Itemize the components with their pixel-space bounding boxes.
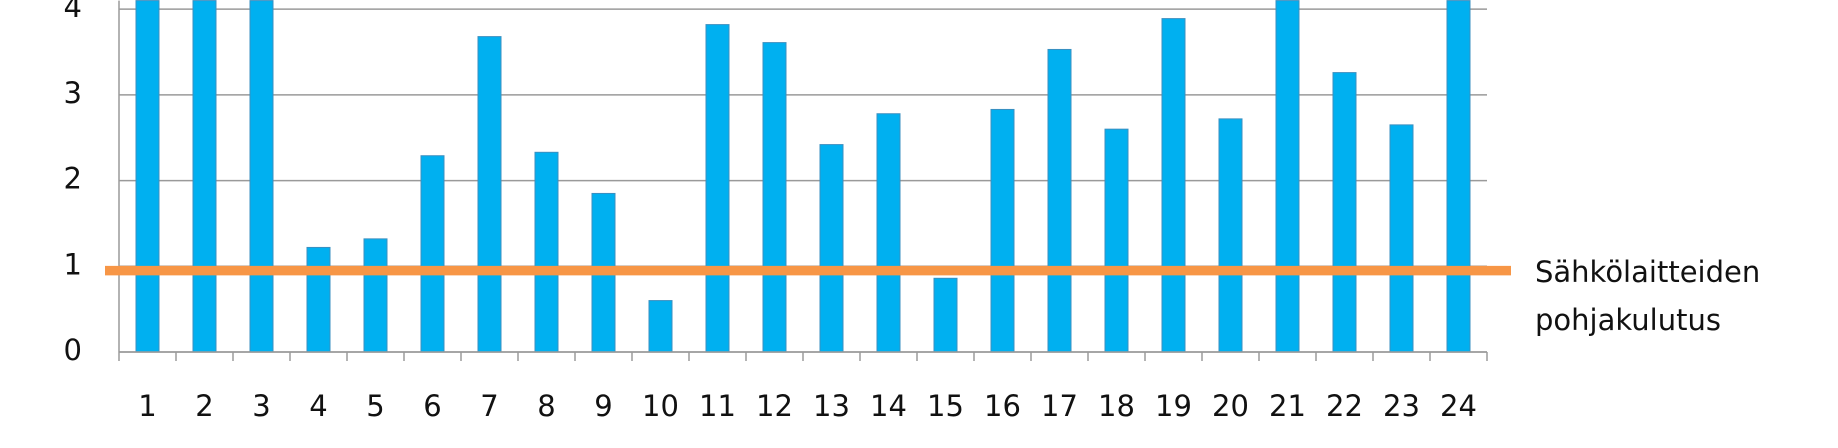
bar (135, 0, 160, 353)
x-tick-label: 2 (195, 389, 213, 423)
bar (990, 108, 1015, 353)
x-tick-label: 11 (699, 389, 736, 423)
bar (534, 151, 559, 353)
bar (1218, 118, 1243, 353)
x-tick-label: 22 (1326, 389, 1363, 423)
y-tick-label: 1 (64, 247, 82, 281)
x-tick-label: 16 (984, 389, 1021, 423)
y-tick-label: 4 (64, 0, 82, 24)
y-tick-label: 3 (64, 76, 82, 110)
x-tick-label: 10 (642, 389, 679, 423)
x-tick-label: 20 (1212, 389, 1249, 423)
x-tick-label: 14 (870, 389, 907, 423)
bar (705, 24, 730, 353)
x-tick-label: 18 (1098, 389, 1135, 423)
bar (648, 300, 673, 353)
bar (1332, 72, 1357, 353)
bar (192, 0, 217, 353)
bar (306, 246, 331, 353)
y-tick-label: 0 (64, 333, 82, 367)
x-tick-label: 24 (1440, 389, 1477, 423)
x-tick-label: 23 (1383, 389, 1420, 423)
bar (1161, 18, 1186, 353)
bar (819, 144, 844, 353)
x-tick-label: 3 (252, 389, 270, 423)
bar (876, 113, 901, 353)
bar (1275, 0, 1300, 353)
reference-line-label: Sähkölaitteiden pohjakulutus (1535, 255, 1761, 337)
x-tick-label: 12 (756, 389, 793, 423)
x-tick-label: 5 (366, 389, 384, 423)
bar (249, 0, 274, 353)
x-tick-label: 7 (480, 389, 498, 423)
x-tick-label: 9 (594, 389, 612, 423)
bar (1047, 48, 1072, 353)
bar (762, 42, 787, 353)
y-tick-label: 2 (64, 162, 82, 196)
x-tick-label: 13 (813, 389, 850, 423)
x-tick-label: 19 (1155, 389, 1192, 423)
bar (1104, 128, 1129, 353)
x-tick-label: 1 (138, 389, 156, 423)
x-tick-label: 21 (1269, 389, 1306, 423)
x-tick-label: 8 (537, 389, 555, 423)
bar (477, 36, 502, 353)
bar (933, 277, 958, 353)
x-tick-label: 17 (1041, 389, 1078, 423)
x-tick-label: 6 (423, 389, 441, 423)
x-tick-label: 4 (309, 389, 327, 423)
bar (363, 238, 388, 353)
x-tick-label: 15 (927, 389, 964, 423)
bar (1389, 124, 1414, 353)
bar (1446, 0, 1471, 353)
bar (420, 155, 445, 353)
